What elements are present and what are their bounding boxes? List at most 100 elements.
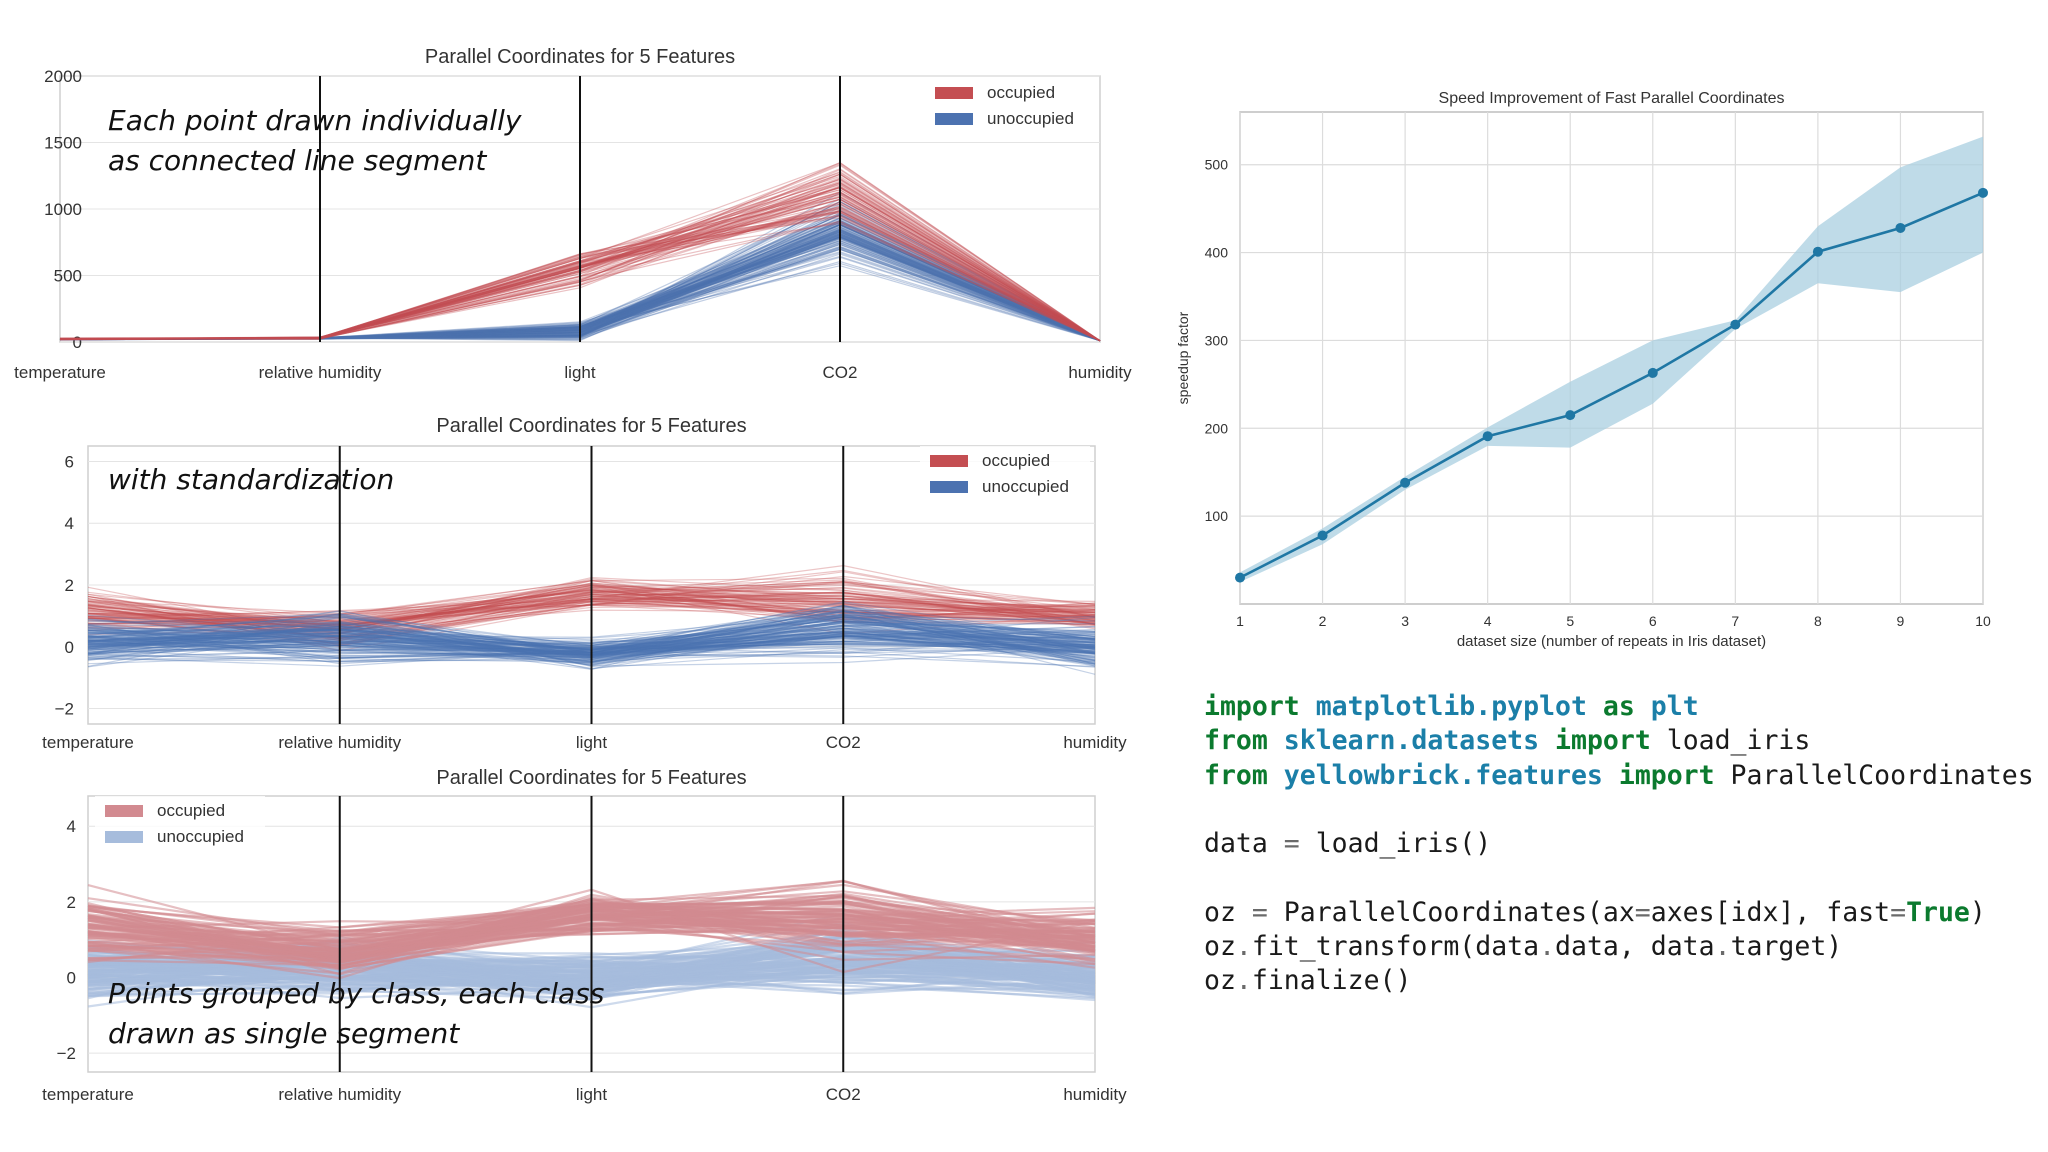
legend: occupied unoccupied [95, 796, 265, 858]
x-tick-label: 6 [1649, 613, 1657, 629]
annotation-text: Points grouped by class, each class [108, 977, 604, 1010]
feature-label: light [576, 733, 607, 752]
code-token: finalize() [1251, 965, 1412, 997]
feature-label: CO2 [826, 1085, 861, 1104]
feature-label: humidity [1068, 363, 1132, 382]
code-line: import matplotlib.pyplot as plt [1204, 690, 2034, 724]
y-axis-label: speedup factor [1175, 311, 1191, 404]
data-point [1565, 410, 1576, 421]
code-token: fit_transform(data [1251, 931, 1540, 963]
y-tick-label: 1500 [44, 134, 82, 153]
code-token: ParallelCoordinates(ax [1267, 896, 1635, 928]
x-tick-label: 5 [1566, 613, 1574, 629]
x-tick-label: 10 [1975, 613, 1991, 629]
y-tick-label: 6 [65, 452, 74, 471]
y-tick-label: 500 [1205, 157, 1229, 173]
annotation-text: with standardization [108, 463, 394, 496]
code-token: matplotlib.pyplot [1315, 691, 1587, 722]
code-token: oz [1204, 896, 1252, 928]
feature-label: light [564, 363, 595, 382]
x-tick-label: 2 [1319, 613, 1327, 629]
legend-label: occupied [987, 83, 1055, 102]
code-token: sklearn.datasets [1283, 725, 1540, 757]
code-token: True [1906, 896, 1970, 928]
x-tick-label: 4 [1484, 613, 1492, 629]
code-line: from yellowbrick.features import Paralle… [1204, 759, 2034, 793]
parallel-coordinates-chart-standardized: −2 0 2 4 6 temperature relative humidity light C… [42, 415, 1127, 752]
code-token [1587, 691, 1603, 722]
data-point [1482, 431, 1493, 442]
code-line: from sklearn.datasets import load_iris [1204, 724, 2034, 758]
code-token: target) [1730, 931, 1843, 963]
y-tick-label: 2 [65, 576, 74, 595]
data-point [1978, 187, 1988, 198]
x-tick-label: 7 [1731, 613, 1739, 629]
code-line [1204, 861, 2034, 895]
chart-title: Speed Improvement of Fast Parallel Coord… [1439, 90, 1785, 107]
y-tick-label: 4 [65, 514, 74, 533]
legend-label: unoccupied [157, 827, 244, 846]
legend: occupied unoccupied [925, 78, 1095, 140]
code-token [1268, 760, 1284, 791]
legend-label: occupied [982, 451, 1050, 470]
feature-label: relative humidity [278, 1085, 401, 1104]
feature-label: temperature [42, 1085, 134, 1104]
feature-label: humidity [1063, 733, 1127, 752]
code-token: from [1204, 759, 1268, 791]
legend-label: unoccupied [987, 109, 1074, 128]
annotation-text: Each point drawn individually [108, 104, 522, 137]
data-point [1235, 572, 1245, 583]
feature-label: temperature [14, 363, 106, 382]
code-token [1635, 691, 1651, 722]
feature-label: humidity [1063, 1085, 1127, 1104]
feature-label: relative humidity [259, 363, 382, 382]
legend-swatch-unoccupied [105, 831, 143, 843]
code-token [1603, 760, 1619, 791]
plot-area [1239, 111, 1984, 605]
code-token: yellowbrick.features [1283, 759, 1603, 791]
code-line: data = load_iris() [1204, 827, 2034, 861]
data-point [1317, 530, 1328, 541]
code-line: oz.fit_transform(data.data, data.target) [1204, 930, 2034, 964]
legend-swatch-occupied [935, 87, 973, 99]
x-tick-label: 9 [1897, 613, 1905, 629]
feature-label: temperature [42, 733, 134, 752]
code-token [1268, 725, 1284, 756]
data-point [1400, 477, 1411, 488]
y-tick-label: 300 [1205, 332, 1229, 348]
parallel-coordinates-chart-grouped: −2 0 2 4 temperature relative humidity light CO… [42, 767, 1127, 1104]
y-tick-label: 2000 [44, 67, 82, 86]
code-token: import [1204, 691, 1300, 722]
code-line: oz = ParallelCoordinates(ax=axes[idx], f… [1204, 896, 2034, 930]
code-line: oz.finalize() [1204, 964, 2034, 998]
code-token: oz [1204, 931, 1236, 963]
code-token: oz [1204, 965, 1236, 997]
code-token: . [1539, 931, 1556, 963]
chart-title: Parallel Coordinates for 5 Features [436, 767, 746, 789]
y-tick-label: 400 [1205, 245, 1229, 261]
code-token: ParallelCoordinates [1714, 759, 2034, 791]
code-token: load_iris [1650, 725, 1811, 757]
code-token: = [1283, 828, 1300, 860]
legend-label: occupied [157, 801, 225, 820]
code-token [1539, 725, 1555, 756]
feature-label: light [576, 1085, 607, 1104]
code-snippet: import matplotlib.pyplot as plt from skle… [1204, 690, 2034, 999]
annotation-text: drawn as single segment [108, 1017, 460, 1050]
x-tick-label: 8 [1814, 613, 1822, 629]
code-token: plt [1650, 691, 1699, 722]
code-token: . [1714, 931, 1731, 963]
legend-label: unoccupied [982, 477, 1069, 496]
code-token: import [1555, 725, 1651, 757]
speedup-line-chart: 1 2 3 4 5 6 7 8 9 10 100 200 300 400 500 Speed Improvem… [1175, 90, 1991, 650]
code-token: axes[idx], fast [1650, 896, 1891, 928]
chart-title: Parallel Coordinates for 5 Features [436, 415, 746, 437]
data-point [1647, 367, 1658, 378]
y-tick-label: 0 [73, 333, 82, 352]
code-token: load_iris() [1299, 828, 1492, 860]
code-token: = [1251, 896, 1268, 928]
feature-label: CO2 [823, 363, 858, 382]
data-point [1895, 222, 1906, 233]
y-tick-label: 500 [54, 267, 82, 286]
y-tick-label: 100 [1205, 508, 1229, 524]
